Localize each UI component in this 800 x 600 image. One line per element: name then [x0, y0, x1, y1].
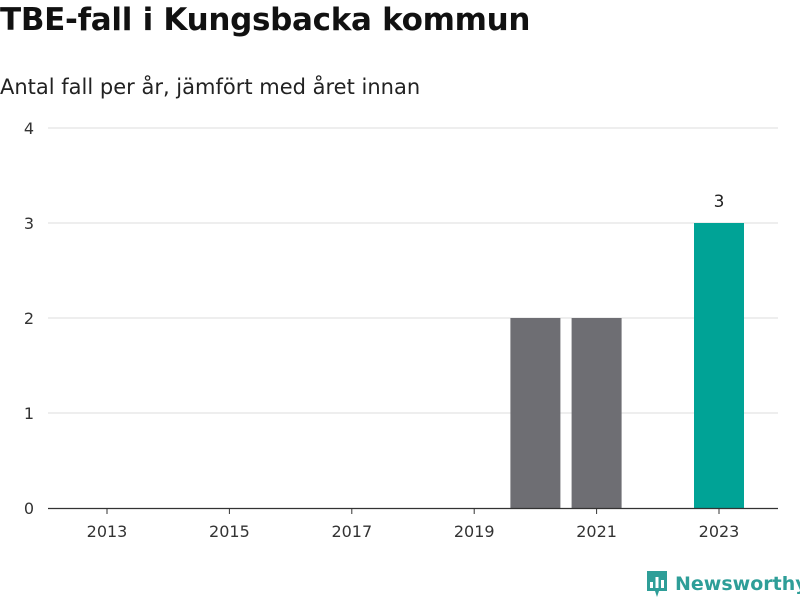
y-tick-label-4: 4	[24, 119, 34, 138]
bar-2020	[510, 318, 561, 508]
bar-2023	[694, 223, 744, 508]
x-tick-label-2023: 2023	[699, 522, 740, 541]
brand-logo: Newsworthy	[645, 569, 800, 599]
x-tick-label-2021: 2021	[576, 522, 617, 541]
bar-chart: 0 1 2 3 4 2013 2015 2017 2019 2021 2023 3	[24, 119, 778, 541]
x-tick-label-2017: 2017	[331, 522, 372, 541]
axes: 0 1 2 3 4 2013 2015 2017 2019 2021 2023	[24, 119, 778, 541]
x-tick-label-2015: 2015	[209, 522, 250, 541]
y-tick-label-2: 2	[24, 309, 34, 328]
y-tick-label-3: 3	[24, 214, 34, 233]
gridlines	[48, 127, 778, 414]
bars	[510, 223, 744, 508]
x-tick-label-2019: 2019	[454, 522, 495, 541]
x-tick-label-2013: 2013	[87, 522, 128, 541]
y-tick-label-0: 0	[24, 499, 34, 518]
brand-name: Newsworthy	[675, 573, 800, 595]
data-labels: 3	[714, 192, 725, 212]
chart-title: TBE-fall i Kungsbacka kommun	[0, 2, 531, 38]
bar-2021	[571, 318, 622, 508]
bar-chart-logo-icon	[647, 571, 667, 597]
data-label-2023: 3	[714, 192, 725, 212]
y-tick-label-1: 1	[24, 404, 34, 423]
chart-subtitle: Antal fall per år, jämfört med året inna…	[0, 75, 421, 99]
